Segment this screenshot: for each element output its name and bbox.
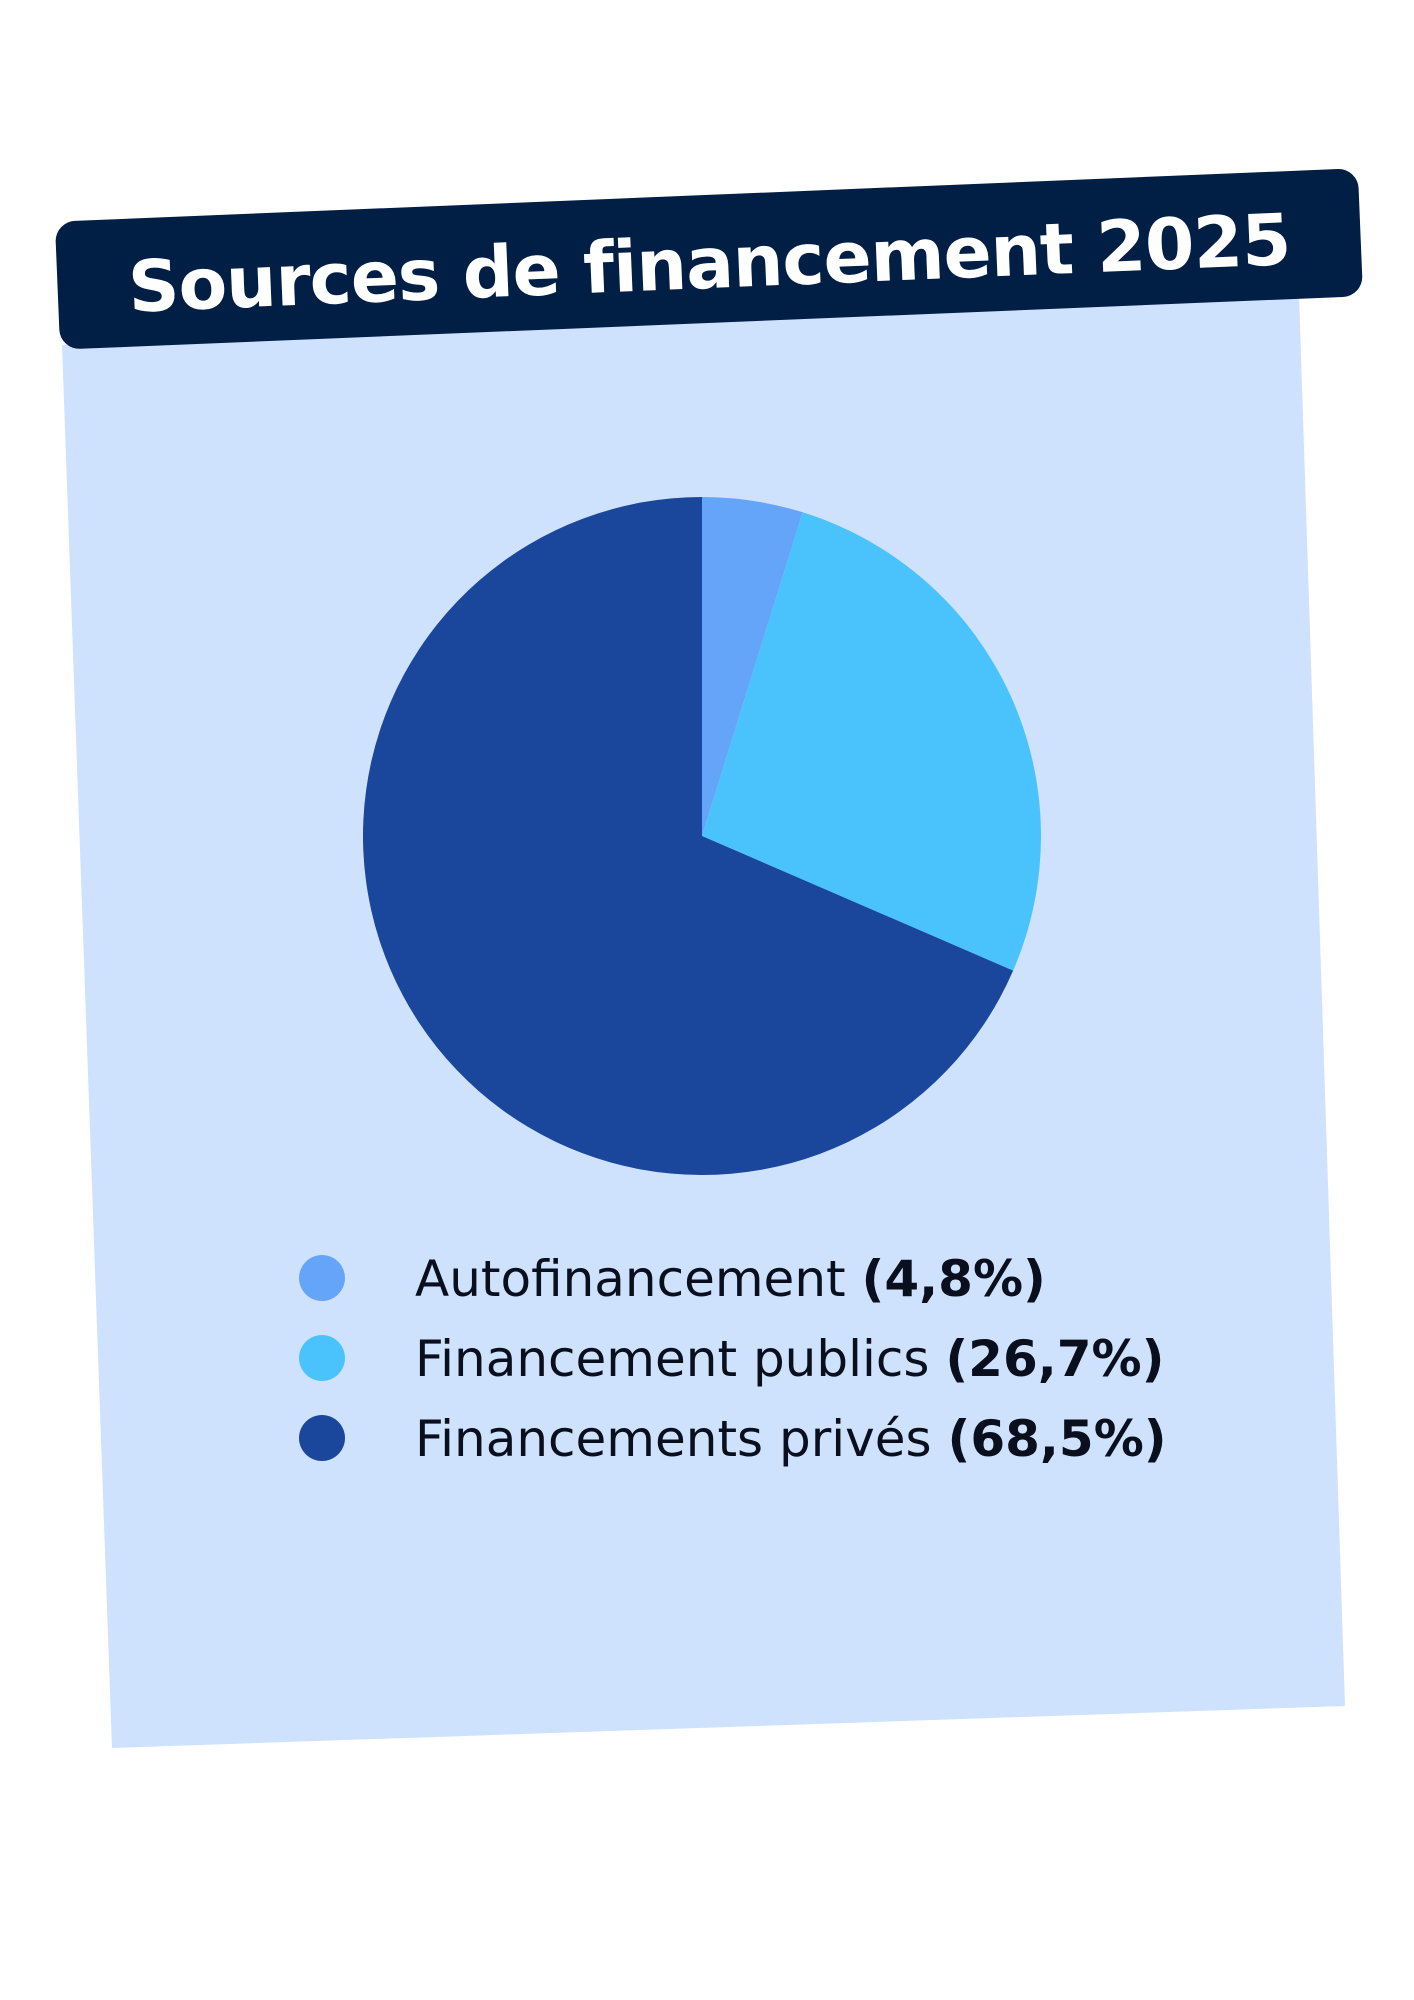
legend-entry-2: Financement publics (26,7%) (415, 1330, 1165, 1388)
legend-label-1: Autofinancement (415, 1250, 862, 1308)
legend-swatch-3 (299, 1415, 345, 1461)
pie-slice-2 (702, 512, 1042, 971)
legend-value-1: (4,8%) (862, 1250, 1046, 1308)
legend-swatch-2 (299, 1335, 345, 1381)
pie-chart (362, 496, 1042, 1176)
legend-label-2: Financement publics (415, 1330, 945, 1388)
legend-swatch-1 (299, 1255, 345, 1301)
legend-value-2: (26,7%) (945, 1330, 1164, 1388)
legend-entry-3: Financements privés (68,5%) (415, 1410, 1167, 1468)
legend-label-3: Financements privés (415, 1410, 947, 1468)
pie-slice-1 (702, 496, 803, 836)
legend-value-3: (68,5%) (947, 1410, 1166, 1468)
pie-slice-3 (362, 497, 1014, 1176)
chart-legend: Autofinancement (4,8%) Financement public… (299, 1250, 1167, 1468)
title-banner: Sources de financement 2025 (55, 169, 1363, 349)
legend-entry-1: Autofinancement (4,8%) (415, 1250, 1046, 1308)
title-banner-shape (55, 169, 1363, 349)
